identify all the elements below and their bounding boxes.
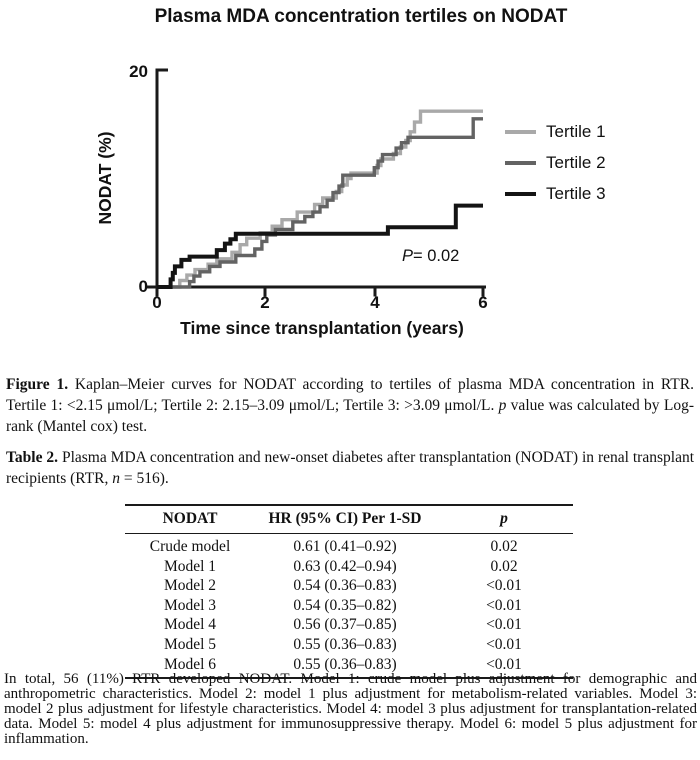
table-row: Model 2 0.54 (0.36–0.83) <0.01 — [125, 576, 573, 596]
text-segment: Plasma MDA concentration and new-onset d… — [6, 449, 694, 487]
table-cell: 0.56 (0.37–0.85) — [293, 616, 397, 634]
x-axis-label: Time since transplantation (years) — [180, 318, 464, 338]
table-cell: <0.01 — [486, 577, 522, 595]
text-segment: Figure 1. — [6, 376, 75, 393]
table-cell: Model 5 — [163, 635, 217, 653]
table-footnote: In total, 56 (11%) RTR developed NODAT. … — [4, 671, 697, 747]
column-header-p: p — [435, 505, 573, 534]
table-cell: 0.54 (0.35–0.82) — [293, 596, 397, 614]
text-segment: value was calculated by Log-rank (Mantel… — [6, 397, 694, 435]
text-segment: p — [498, 397, 507, 414]
text-segment: n — [112, 470, 121, 487]
text-segment: = 0.02 — [413, 247, 460, 265]
p-value-annotation: P= 0.02 — [402, 247, 459, 266]
y-axis-label: NODAT (%) — [95, 131, 115, 225]
table-header-row: NODAT HR (95% CI) Per 1-SD p — [125, 505, 573, 534]
table-cell: <0.01 — [486, 596, 522, 614]
table-cell: Model 6 — [163, 655, 217, 673]
results-table: NODAT HR (95% CI) Per 1-SD p Crude model… — [125, 504, 573, 680]
legend-label: Tertile 1 — [546, 121, 606, 141]
legend: Tertile 1 Tertile 2 Tertile 3 — [505, 116, 606, 209]
text-segment: P — [402, 247, 414, 265]
table-row: Model 6 0.55 (0.36–0.83) <0.01 — [125, 655, 573, 679]
axes — [147, 68, 486, 297]
table-cell: Model 1 — [163, 557, 217, 575]
legend-swatch — [505, 129, 536, 134]
legend-swatch — [505, 191, 536, 196]
table-cell: 0.02 — [490, 538, 518, 555]
column-header-nodat: NODAT — [125, 505, 255, 534]
table-cell: <0.01 — [486, 655, 522, 673]
table-cell: <0.01 — [486, 635, 522, 653]
column-header-hr: HR (95% CI) Per 1-SD — [255, 505, 435, 534]
table-cell: 0.54 (0.36–0.83) — [293, 577, 397, 595]
table-row: Model 3 0.54 (0.35–0.82) <0.01 — [125, 596, 573, 616]
y-tick-label-20: 20 — [129, 62, 148, 81]
table-header: NODAT HR (95% CI) Per 1-SD p — [125, 505, 573, 534]
legend-item-tertile-3: Tertile 3 — [505, 178, 606, 209]
x-tick-label-6: 6 — [478, 293, 488, 312]
table-cell: Model 2 — [163, 577, 217, 595]
text-segment: Kaplan–Meier curves for NODAT according … — [6, 376, 694, 414]
table-cell: 0.61 (0.41–0.92) — [293, 538, 397, 555]
table-row: Model 5 0.55 (0.36–0.83) <0.01 — [125, 635, 573, 655]
km-curve-tertile-2 — [157, 117, 483, 289]
x-tick-label-0: 0 — [152, 293, 162, 312]
legend-label: Tertile 2 — [546, 152, 606, 172]
table-row: Crude model 0.61 (0.41–0.92) 0.02 — [125, 534, 573, 557]
table-cell: 0.55 (0.36–0.83) — [293, 635, 397, 653]
km-curve-tertile-3 — [157, 203, 483, 289]
table-cell: Model 4 — [163, 616, 217, 634]
table-row: Model 1 0.63 (0.42–0.94) 0.02 — [125, 557, 573, 577]
legend-swatch — [505, 160, 536, 165]
figure-caption: Figure 1. Kaplan–Meier curves for NODAT … — [6, 374, 694, 437]
table-caption: Table 2. Plasma MDA concentration and ne… — [6, 447, 694, 489]
table-cell: 0.55 (0.36–0.83) — [293, 655, 397, 673]
table-body: Crude model 0.61 (0.41–0.92) 0.02 Model 1 0.… — [125, 534, 573, 679]
km-plot — [147, 68, 486, 297]
text-segment: Table 2. — [6, 449, 62, 466]
table-cell: 0.63 (0.42–0.94) — [293, 557, 397, 575]
table-cell: Model 3 — [163, 596, 217, 614]
table-cell: <0.01 — [486, 616, 522, 634]
text-segment: = 516). — [120, 470, 169, 487]
legend-item-tertile-2: Tertile 2 — [505, 147, 606, 178]
chart-title: Plasma MDA concentration tertiles on NOD… — [154, 6, 568, 27]
x-tick-label-4: 4 — [370, 293, 380, 312]
y-tick-label-0: 0 — [138, 277, 148, 296]
legend-item-tertile-1: Tertile 1 — [505, 116, 606, 147]
table-row: Model 4 0.56 (0.37–0.85) <0.01 — [125, 615, 573, 635]
table-cell: 0.02 — [490, 557, 518, 575]
legend-label: Tertile 3 — [546, 183, 606, 203]
table-cell: Crude model — [149, 538, 231, 555]
x-tick-label-2: 2 — [260, 293, 270, 312]
